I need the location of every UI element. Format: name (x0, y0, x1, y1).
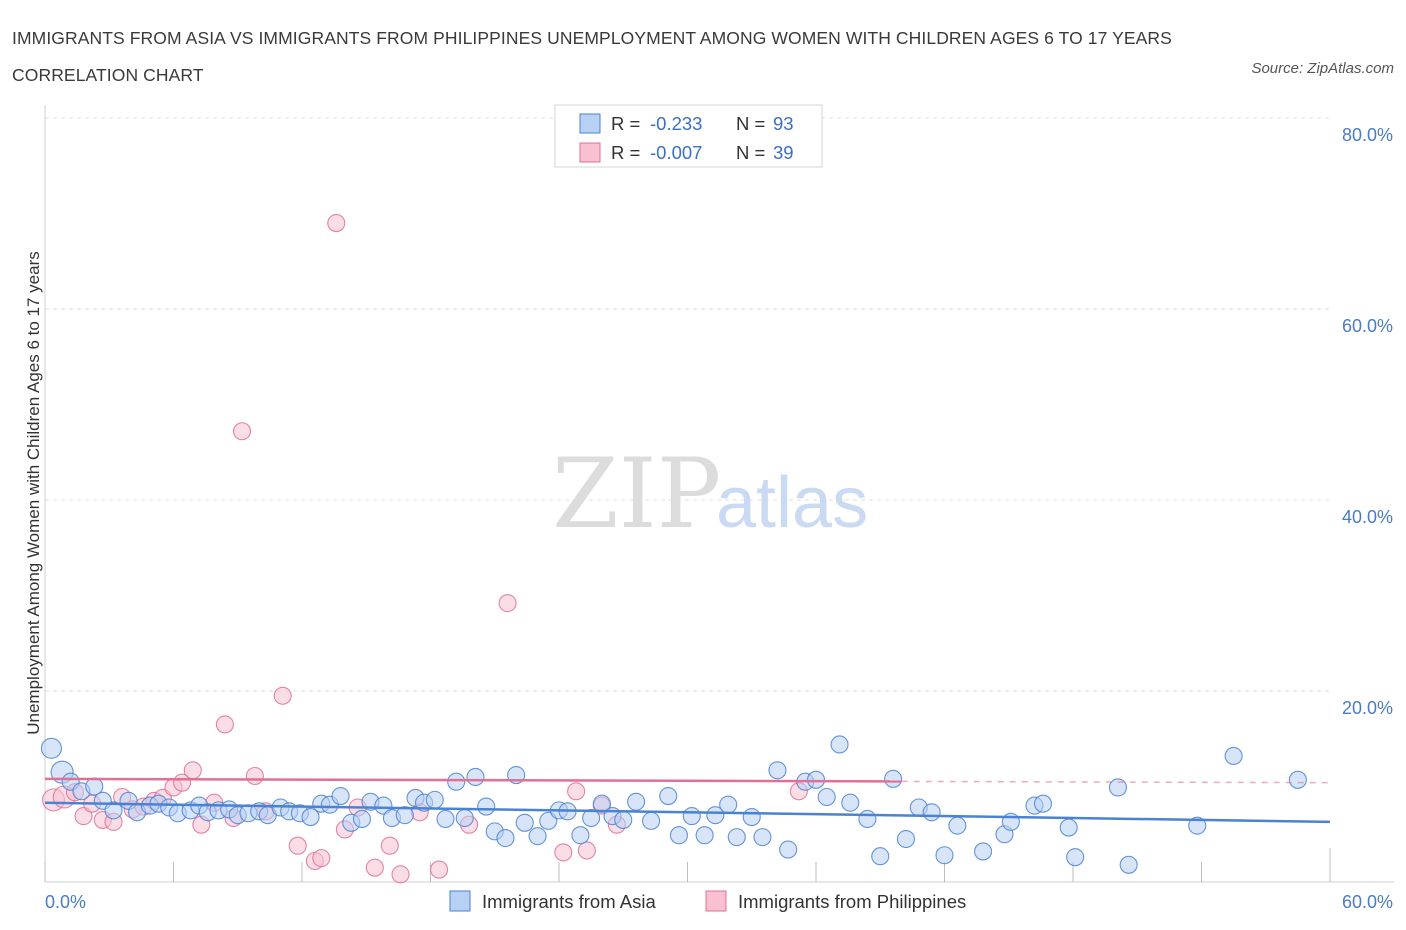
stats-legend-box: R = -0.233 N = 93 R = -0.007 N = 39 (554, 104, 823, 168)
watermark-zip: ZIP (552, 438, 721, 550)
asia-point-32 (374, 796, 393, 815)
asia-point-61 (695, 826, 714, 845)
philippines-stats-swatch (579, 142, 601, 163)
asia-point-93 (1224, 746, 1243, 765)
asia-point-6 (104, 801, 123, 820)
asia-point-66 (753, 828, 772, 847)
asia-point-86 (1033, 794, 1053, 813)
asia-point-44 (496, 829, 515, 848)
watermark-atlas: atlas (716, 463, 868, 543)
asia-point-73 (841, 793, 860, 812)
y-tick-label-3: 80.0% (1342, 125, 1393, 145)
philippines-point-30 (380, 836, 399, 855)
asia-point-76 (884, 769, 903, 788)
asia-point-25 (301, 808, 320, 827)
philippines-point-29 (365, 858, 384, 877)
asia-point-51 (571, 826, 590, 845)
asia-point-40 (455, 808, 474, 828)
philippines-legend-label: Immigrants from Philippines (738, 891, 966, 912)
asia-point-91 (1188, 816, 1207, 835)
philippines-point-3 (74, 807, 93, 826)
asia-point-55 (614, 810, 633, 829)
x-tick-labels: 0.0% 60.0% (45, 892, 1393, 912)
philippines-point-26 (327, 214, 346, 233)
asia-point-34 (395, 806, 414, 825)
philippines-point-14 (183, 761, 202, 780)
y-axis-label: Unemployment Among Women with Children A… (24, 251, 43, 735)
asia-stats-swatch (579, 113, 601, 134)
asia-point-80 (935, 846, 954, 865)
watermark: ZIP atlas (552, 438, 868, 550)
asia-point-88 (1066, 848, 1085, 867)
asia-legend-label: Immigrants from Asia (482, 891, 656, 912)
philippines-point-36 (554, 843, 573, 862)
asia-point-65 (742, 808, 761, 827)
y-tick-labels: 20.0% 40.0% 60.0% 80.0% (1342, 125, 1393, 718)
asia-point-38 (436, 809, 455, 829)
asia-point-52 (582, 808, 601, 828)
asia-point-39 (447, 772, 466, 791)
asia-point-60 (682, 807, 701, 826)
asia-point-67 (768, 761, 787, 780)
x-tick-label-max: 60.0% (1342, 892, 1393, 912)
asia-point-0 (40, 737, 62, 759)
asia-point-82 (973, 842, 993, 861)
philippines-point-37 (567, 782, 586, 801)
asia-legend-swatch (449, 890, 471, 912)
asia-point-63 (719, 795, 738, 814)
asia-point-62 (706, 806, 725, 825)
asia-point-56 (627, 792, 646, 811)
asia-point-75 (871, 847, 890, 866)
bottom-legend: Immigrants from Asia Immigrants from Phil… (449, 890, 966, 912)
asia-point-90 (1119, 855, 1138, 874)
philippines-point-22 (273, 686, 292, 705)
asia-point-37 (425, 790, 444, 809)
asia-point-58 (659, 786, 678, 806)
asia-point-30 (352, 809, 372, 829)
asia-point-89 (1108, 778, 1128, 797)
trend-lines (44, 777, 1331, 824)
asia-point-59 (669, 826, 688, 845)
asia-point-87 (1059, 818, 1078, 837)
asia-stats-text: R = -0.233 N = 93 (611, 113, 794, 134)
y-tick-label-1: 40.0% (1342, 507, 1393, 527)
asia-point-71 (817, 787, 836, 807)
asia-point-46 (515, 813, 534, 832)
chart-source: Source: ZipAtlas.com (1251, 60, 1394, 77)
asia-point-77 (896, 829, 916, 849)
philippines-point-20 (245, 766, 264, 786)
chart-title: IMMIGRANTS FROM ASIA VS IMMIGRANTS FROM … (12, 28, 1172, 85)
asia-point-42 (477, 797, 496, 816)
asia-point-70 (806, 770, 826, 789)
philippines-point-23 (288, 836, 307, 855)
y-tick-label-2: 60.0% (1342, 316, 1393, 336)
asia-point-41 (466, 767, 485, 787)
philippines-point-31 (391, 865, 410, 884)
asia-point-74 (858, 809, 877, 829)
philippines-point-25 (312, 849, 331, 868)
philippines-point-41 (577, 841, 596, 860)
asia-point-64 (727, 828, 746, 847)
philippines-point-19 (232, 422, 252, 441)
grid-lines (45, 117, 1330, 692)
philippines-point-33 (430, 860, 449, 879)
asia-point-68 (779, 840, 798, 859)
asia-trend-line (44, 801, 1331, 824)
philippines-legend-swatch (705, 890, 727, 912)
asia-point-57 (642, 811, 661, 830)
asia-point-47 (528, 827, 547, 846)
x-tick-label-min: 0.0% (45, 892, 86, 912)
philippines-point-17 (215, 715, 234, 734)
asia-point-81 (948, 816, 967, 835)
asia-point-72 (830, 735, 849, 754)
y-tick-label-0: 20.0% (1342, 698, 1393, 718)
asia-point-28 (331, 786, 350, 806)
philippines-stats-text: R = -0.007 N = 39 (611, 142, 794, 163)
asia-point-79 (922, 803, 941, 822)
philippines-trend-line (44, 777, 902, 783)
asia-point-92 (1288, 770, 1307, 789)
philippines-point-35 (498, 594, 517, 613)
